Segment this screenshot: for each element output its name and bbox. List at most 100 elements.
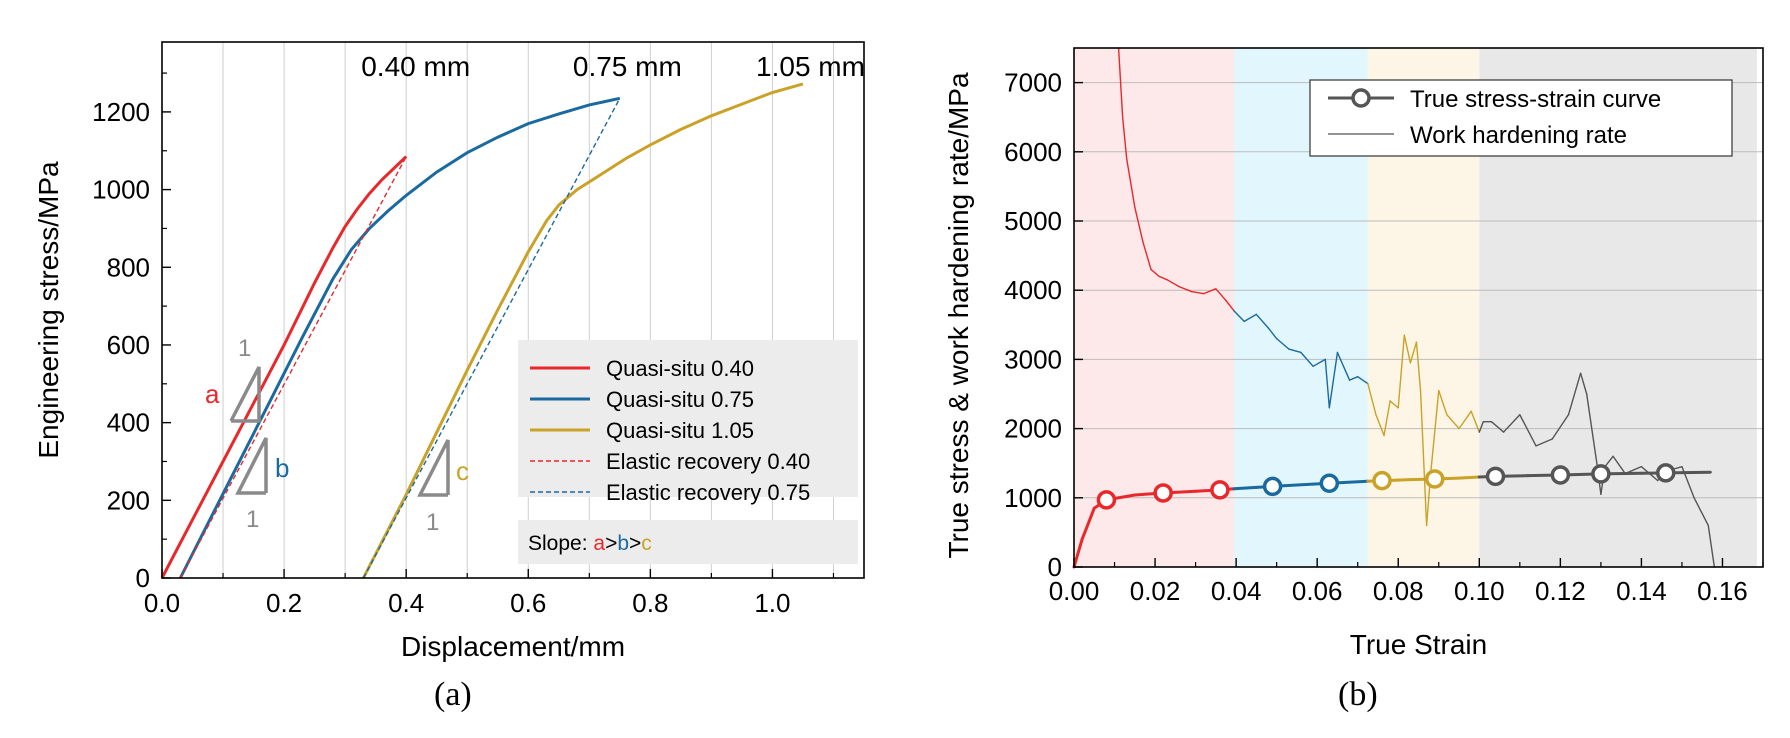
x-axis-label-a: Displacement/mm bbox=[401, 631, 625, 662]
slope-label-a: a bbox=[205, 379, 220, 409]
series-line-a-1 bbox=[178, 96, 621, 579]
work-hardening-segment bbox=[1134, 206, 1144, 243]
stress-strain-marker bbox=[1591, 464, 1611, 484]
slope-triangle-b bbox=[235, 437, 268, 495]
x-tick-label-a: 1.0 bbox=[754, 588, 790, 618]
work-hardening-segment bbox=[1693, 497, 1709, 527]
work-hardening-segment bbox=[1585, 393, 1594, 437]
work-hardening-segment bbox=[1375, 414, 1385, 437]
work-hardening-segment bbox=[1567, 372, 1582, 416]
stress-strain-segment bbox=[1072, 537, 1084, 569]
work-hardening-segment bbox=[1324, 358, 1331, 409]
panel-b-axes: 0.00 0.02 0.04 0.06 0.08 0.10 0.12 0.14 0.16 0 100… bbox=[943, 47, 1764, 660]
legend-b-label-1: Work hardening rate bbox=[1410, 122, 1627, 149]
y-tick-label-a: 1000 bbox=[92, 175, 150, 205]
work-hardening-segment bbox=[1592, 434, 1598, 464]
x-tick-label-b: 0.16 bbox=[1697, 576, 1748, 606]
annotation-1: 0.75 mm bbox=[573, 51, 682, 82]
slope-note-part-5: c bbox=[641, 532, 652, 555]
work-hardening-segment bbox=[1348, 376, 1359, 381]
work-hardening-segment bbox=[1551, 414, 1570, 440]
stress-strain-segment bbox=[1232, 485, 1258, 491]
stress-strain-segment bbox=[1080, 506, 1096, 541]
x-tick-label-b: 0.00 bbox=[1049, 576, 1100, 606]
legend-b-label-0: True stress-strain curve bbox=[1410, 86, 1661, 113]
stage-background-0 bbox=[1074, 48, 1235, 567]
work-hardening-segment bbox=[1288, 348, 1302, 354]
y-tick-label-b: 4000 bbox=[1004, 275, 1062, 305]
stress-strain-marker bbox=[1319, 473, 1340, 494]
work-hardening-segment bbox=[1707, 524, 1716, 568]
panel-a-legend: Quasi-situ 0.40 Quasi-situ 0.75 Quasi-situ… bbox=[518, 340, 858, 564]
y-tick-label-b: 5000 bbox=[1004, 206, 1062, 236]
slope-note-part-0: Slope: bbox=[528, 532, 593, 555]
work-hardening-segment bbox=[1438, 389, 1448, 416]
work-hardening-segment bbox=[1233, 310, 1245, 323]
y-tick-label-a: 400 bbox=[107, 408, 150, 438]
panel-b-legend: True stress-strain curve Work hardening r… bbox=[1309, 79, 1733, 157]
work-hardening-segment bbox=[1255, 313, 1270, 329]
work-hardening-segment bbox=[1357, 376, 1369, 385]
slope-note-part-2: > bbox=[605, 532, 617, 555]
legend-b-box bbox=[1309, 79, 1733, 157]
work-hardening-segment bbox=[1415, 341, 1422, 392]
legend-a-label-3: Elastic recovery 0.40 bbox=[606, 449, 810, 474]
annotation-0: 0.40 mm bbox=[361, 51, 470, 82]
slope-unit-b: 1 bbox=[246, 506, 259, 533]
x-tick-label-a: 0.2 bbox=[266, 588, 302, 618]
work-hardening-segment bbox=[1336, 351, 1351, 381]
stress-strain-marker bbox=[1372, 470, 1392, 491]
work-hardening-segment bbox=[1519, 414, 1537, 447]
y-axis-label-b: True stress & work hardening rate/MPa bbox=[943, 72, 974, 558]
slope-note-box bbox=[518, 520, 858, 564]
slope-label-b: b bbox=[275, 453, 289, 483]
y-tick-label-b: 2000 bbox=[1004, 414, 1062, 444]
slope-note: Slope: a>b>c bbox=[528, 532, 652, 555]
work-hardening-segment bbox=[1300, 351, 1314, 368]
series-line-a-2 bbox=[362, 82, 804, 579]
stress-strain-segment bbox=[1457, 475, 1481, 480]
x-axis-label-b: True Strain bbox=[1350, 629, 1487, 660]
stress-strain-marker bbox=[1210, 480, 1230, 500]
panel-b-chart: 0.00 0.02 0.04 0.06 0.08 0.10 0.12 0.14 0.16 0 100… bbox=[943, 47, 1764, 660]
legend-b-marker-0 bbox=[1351, 88, 1371, 108]
x-tick-label-b: 0.02 bbox=[1130, 576, 1181, 606]
series-line-a-0 bbox=[160, 155, 408, 579]
work-hardening-segment bbox=[1604, 455, 1614, 468]
stress-strain-marker bbox=[1550, 465, 1571, 485]
work-hardening-segment bbox=[1502, 414, 1521, 433]
stress-strain-marker bbox=[1655, 463, 1676, 483]
slope-triangle-c bbox=[417, 439, 450, 497]
caption-a: (a) bbox=[434, 676, 472, 713]
panel-a-axes: 0.0 0.2 0.4 0.6 0.8 1.0 0 200 400 600 800 1000 1200 D… bbox=[33, 41, 865, 662]
work-hardening-segment bbox=[1579, 372, 1588, 395]
work-hardening-segment bbox=[1446, 414, 1460, 430]
work-hardening-segment bbox=[1612, 455, 1626, 475]
legend-a-label-4: Elastic recovery 0.75 bbox=[606, 480, 810, 505]
work-hardening-segment bbox=[1125, 158, 1136, 208]
work-hardening-segment bbox=[1166, 279, 1181, 288]
legend-a-label-1: Quasi-situ 0.75 bbox=[606, 387, 754, 412]
x-tick-label-a: 0.4 bbox=[388, 588, 424, 618]
panel-a-chart: Quasi-situ 0.40 Quasi-situ 0.75 Quasi-situ… bbox=[33, 41, 865, 662]
stress-strain-marker bbox=[1485, 466, 1506, 487]
y-tick-label-a: 1200 bbox=[92, 97, 150, 127]
work-hardening-segment bbox=[1403, 334, 1412, 364]
work-hardening-segment bbox=[1117, 47, 1124, 118]
work-hardening-segment bbox=[1490, 420, 1505, 433]
work-hardening-segment bbox=[1275, 337, 1290, 350]
y-tick-label-b: 1000 bbox=[1004, 483, 1062, 513]
y-tick-label-a: 0 bbox=[136, 563, 150, 593]
work-hardening-segment bbox=[1158, 275, 1168, 281]
x-tick-label-b: 0.14 bbox=[1616, 576, 1667, 606]
plot-frame-b bbox=[1073, 47, 1764, 568]
panel-a-series bbox=[160, 82, 804, 579]
work-hardening-segment bbox=[1225, 299, 1235, 312]
work-hardening-segment bbox=[1397, 334, 1406, 409]
work-hardening-segment bbox=[1312, 358, 1326, 368]
legend-a-label-0: Quasi-situ 0.40 bbox=[606, 356, 754, 381]
y-tick-label-b: 6000 bbox=[1004, 137, 1062, 167]
slope-unit-a: 1 bbox=[238, 335, 251, 362]
